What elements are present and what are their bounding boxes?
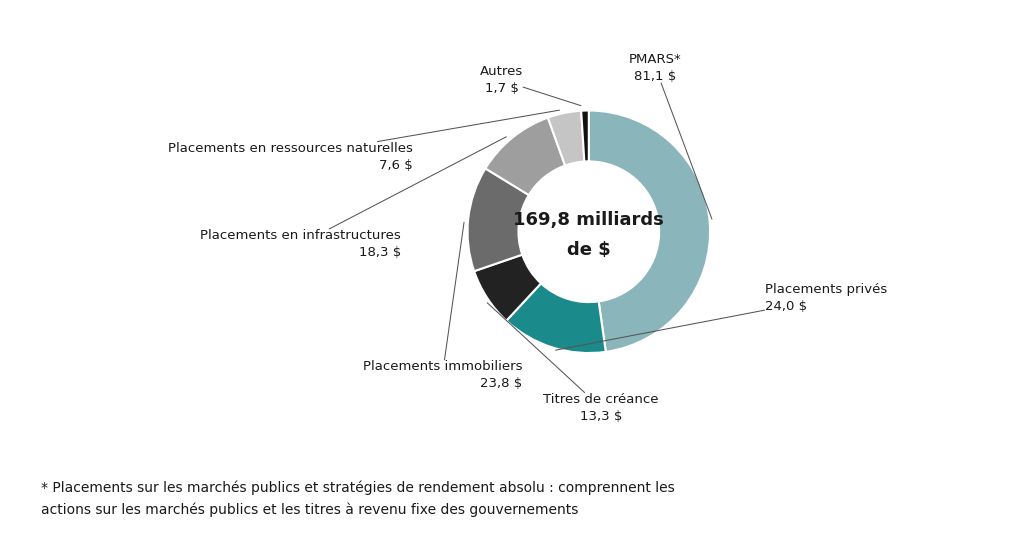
Text: PMARS*
81,1 $: PMARS* 81,1 $ [629, 53, 712, 219]
Text: Placements en infrastructures
18,3 $: Placements en infrastructures 18,3 $ [200, 137, 506, 259]
Wedge shape [589, 110, 710, 352]
Wedge shape [468, 169, 528, 271]
Text: Placements immobiliers
23,8 $: Placements immobiliers 23,8 $ [362, 222, 522, 390]
Text: Titres de créance
13,3 $: Titres de créance 13,3 $ [487, 303, 658, 423]
Wedge shape [474, 254, 541, 321]
Text: Autres
1,7 $: Autres 1,7 $ [480, 65, 581, 106]
Wedge shape [582, 110, 589, 162]
Text: * Placements sur les marchés publics et stratégies de rendement absolu : compren: * Placements sur les marchés publics et … [41, 481, 675, 517]
Text: Placements privés
24,0 $: Placements privés 24,0 $ [556, 284, 887, 350]
Wedge shape [485, 118, 565, 195]
Text: 169,8 milliards: 169,8 milliards [513, 211, 665, 229]
Wedge shape [506, 284, 606, 353]
Text: de $: de $ [567, 241, 610, 259]
Wedge shape [548, 110, 585, 165]
Text: Placements en ressources naturelles
7,6 $: Placements en ressources naturelles 7,6 … [168, 110, 559, 171]
